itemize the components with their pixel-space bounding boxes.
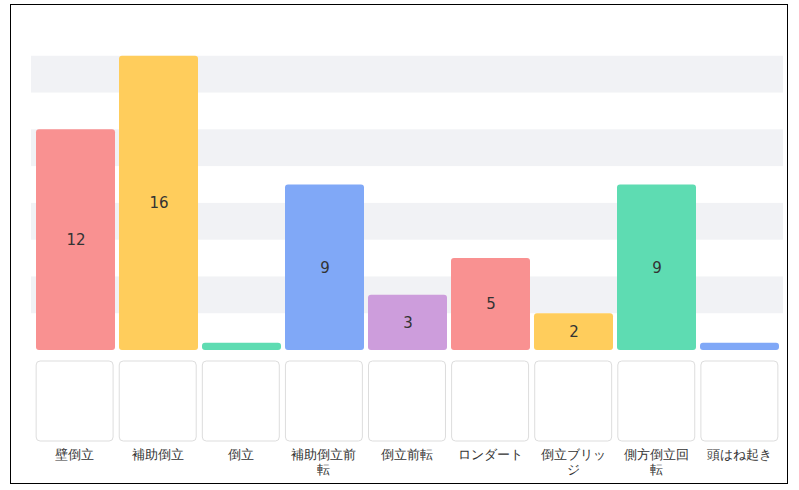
svg-text:側方倒立回転: 側方倒立回転 — [624, 447, 689, 477]
svg-text:ロンダート: ロンダート — [458, 447, 523, 462]
svg-text:倒立ブリッジ: 倒立ブリッジ — [541, 447, 606, 477]
svg-text:12: 12 — [66, 231, 85, 249]
svg-text:5: 5 — [486, 295, 496, 313]
svg-text:3: 3 — [403, 314, 413, 332]
svg-text:倒立前転: 倒立前転 — [381, 447, 433, 462]
svg-text:倒立: 倒立 — [228, 447, 254, 462]
svg-text:2: 2 — [569, 323, 579, 341]
svg-text:補助倒立: 補助倒立 — [132, 447, 184, 462]
svg-text:9: 9 — [320, 259, 330, 277]
svg-text:9: 9 — [652, 259, 662, 277]
svg-text:16: 16 — [149, 194, 168, 212]
svg-text:補助倒立前転: 補助倒立前転 — [291, 447, 356, 477]
svg-text:壁倒立: 壁倒立 — [55, 447, 94, 462]
svg-text:頭はね起き: 頭はね起き — [707, 447, 772, 462]
